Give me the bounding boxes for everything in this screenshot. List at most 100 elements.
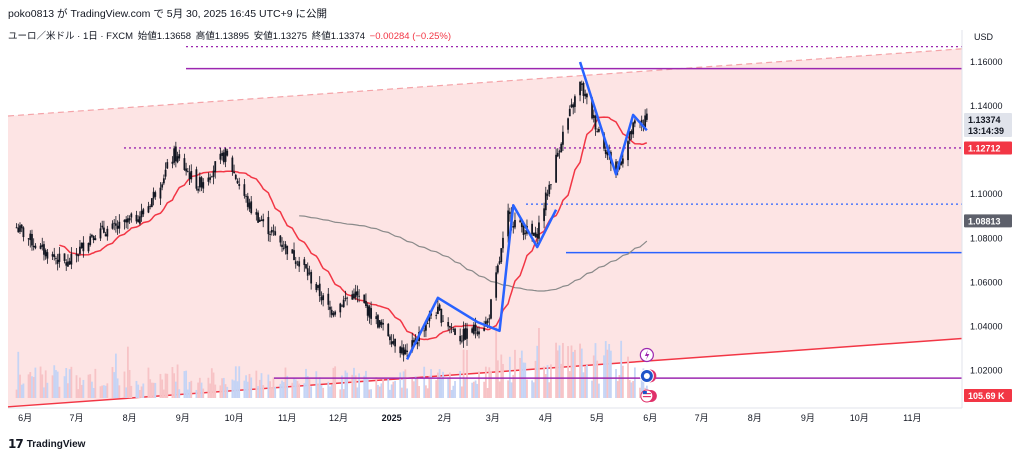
volume-bar — [209, 383, 212, 398]
volume-bar — [604, 341, 607, 398]
volume-bar — [567, 346, 569, 398]
volume-bar — [89, 374, 92, 398]
candle-body — [582, 83, 585, 96]
time-tick-label: 8月 — [748, 413, 762, 423]
volume-bar — [92, 388, 95, 398]
candle-body — [430, 313, 432, 316]
candle-body — [401, 347, 403, 354]
candle-body — [186, 170, 189, 172]
volume-bar — [291, 382, 294, 398]
currency-label[interactable]: USD — [974, 32, 994, 42]
candle-body — [380, 321, 383, 325]
volume-bar — [46, 382, 49, 398]
volume-bar — [43, 387, 45, 398]
volume-bar — [389, 389, 391, 398]
volume-bar — [195, 389, 198, 398]
volume-bar — [41, 374, 44, 398]
volume-bar — [632, 381, 635, 398]
candle-body — [282, 248, 285, 249]
volume-bar — [212, 372, 215, 398]
candle-body — [538, 222, 540, 239]
volume-bar — [238, 366, 241, 398]
volume-bar — [315, 371, 318, 398]
volume-bar — [522, 362, 525, 398]
candle-body — [293, 250, 295, 261]
volume-bar — [430, 369, 432, 398]
candle-body — [274, 231, 277, 236]
volume-bar — [591, 380, 593, 398]
volume-bar — [34, 367, 37, 398]
candle-body — [406, 350, 408, 352]
volume-bar — [628, 380, 631, 398]
candle-body — [620, 161, 623, 165]
candle-body — [322, 295, 325, 301]
volume-bar — [67, 383, 69, 398]
volume-bar — [447, 377, 450, 398]
candle-body — [233, 171, 235, 174]
volume-bar — [502, 363, 504, 398]
candle-body — [200, 177, 203, 188]
volume-bar — [597, 383, 600, 398]
economic-event-icon — [639, 369, 657, 383]
candle-body — [363, 294, 366, 304]
candle-body — [305, 264, 307, 269]
volume-bar — [471, 382, 474, 398]
candle-body — [490, 299, 492, 319]
volume-bar — [546, 365, 549, 398]
volume-bar — [99, 386, 102, 398]
candle-body — [356, 291, 359, 296]
candle-body — [478, 331, 480, 335]
candle-body — [464, 328, 467, 340]
volume-bar — [176, 364, 179, 398]
volume-bar — [425, 385, 427, 398]
volume-bar — [363, 375, 366, 398]
volume-bar — [586, 364, 588, 398]
candle-body — [118, 221, 121, 229]
volume-bar — [250, 377, 253, 398]
volume-bar — [488, 367, 491, 398]
volume-bar — [538, 328, 540, 398]
volume-bar — [370, 389, 373, 398]
volume-bar — [310, 386, 313, 398]
volume-bar — [53, 365, 56, 398]
candle-body — [55, 258, 57, 259]
candle-body — [248, 202, 251, 209]
volume-bar — [31, 376, 33, 398]
brand-name: TradingView — [26, 438, 86, 450]
candle-body — [442, 320, 444, 322]
candle-body — [207, 177, 210, 182]
price-chart[interactable]: 1.160001.140001.120001.100001.080001.060… — [0, 24, 1024, 436]
volume-bar — [342, 389, 345, 398]
candle-body — [221, 152, 223, 156]
volume-bar — [125, 387, 128, 398]
volume-bar — [642, 368, 645, 398]
volume-bar — [454, 381, 456, 398]
volume-bar — [174, 381, 177, 398]
time-tick-label: 9月 — [176, 413, 190, 423]
time-tick-label: 7月 — [695, 413, 709, 423]
svg-text:13:14:39: 13:14:39 — [968, 126, 1004, 136]
candle-body — [123, 219, 126, 223]
candle-body — [334, 311, 337, 315]
candle-body — [89, 236, 92, 245]
candle-body — [176, 156, 179, 163]
volume-bar — [639, 387, 641, 398]
candle-body — [327, 293, 330, 305]
candle-body — [339, 303, 342, 313]
volume-bar — [147, 367, 150, 398]
candle-body — [315, 283, 318, 290]
candle-body — [644, 115, 647, 128]
candle-body — [329, 306, 331, 310]
candle-body — [344, 298, 347, 300]
candle-body — [378, 320, 381, 327]
volume-bar — [322, 387, 325, 398]
volume-bar — [544, 374, 547, 398]
horizontal-lines-layer — [124, 45, 962, 379]
candle-body — [142, 209, 145, 215]
candle-body — [198, 177, 201, 188]
legend-symbol[interactable]: ユーロ／米ドル · 1日 · FXCM — [8, 31, 134, 42]
candle-body — [579, 81, 581, 96]
time-tick-label: 11月 — [903, 413, 921, 423]
volume-bar — [56, 371, 59, 398]
volume-bar — [334, 366, 337, 398]
